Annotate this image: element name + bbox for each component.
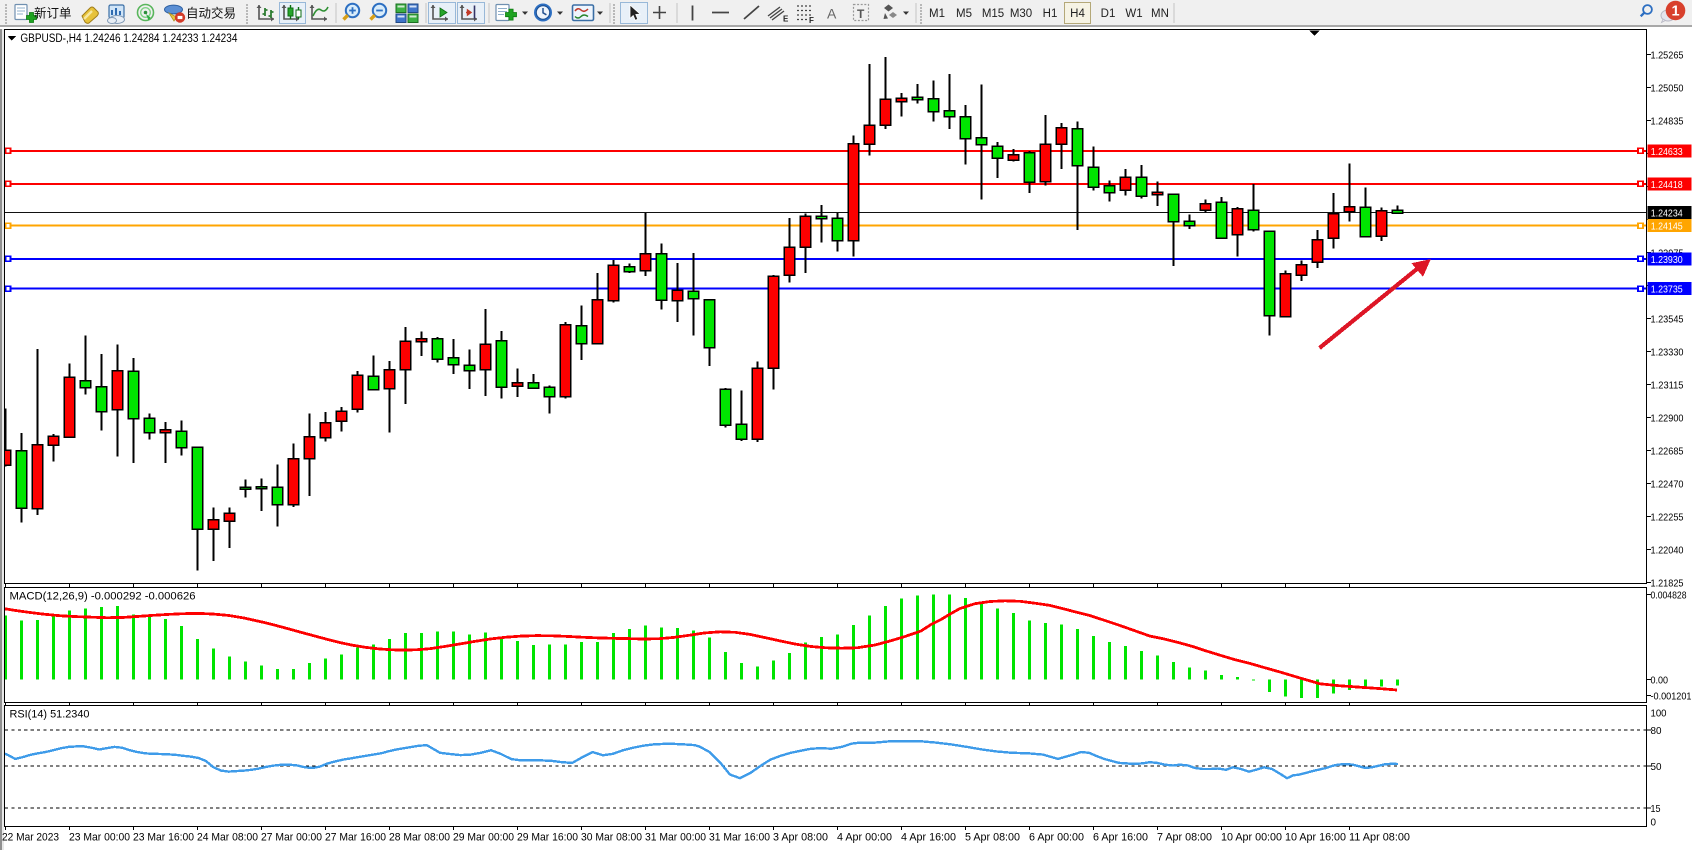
svg-text:4 Apr 00:00: 4 Apr 00:00 (837, 832, 892, 844)
svg-text:10 Apr 00:00: 10 Apr 00:00 (1221, 832, 1282, 844)
svg-text:10 Apr 16:00: 10 Apr 16:00 (1285, 832, 1346, 844)
svg-text:M1: M1 (929, 8, 945, 20)
svg-text:1.24633: 1.24633 (1651, 146, 1683, 158)
svg-text:1.24145: 1.24145 (1651, 221, 1683, 233)
svg-text:1.22685: 1.22685 (1651, 445, 1684, 457)
svg-text:24 Mar 08:00: 24 Mar 08:00 (197, 832, 258, 844)
svg-text:100: 100 (1651, 707, 1667, 719)
svg-text:1.25050: 1.25050 (1651, 82, 1684, 94)
svg-text:6 Apr 16:00: 6 Apr 16:00 (1093, 832, 1148, 844)
svg-text:7 Apr 08:00: 7 Apr 08:00 (1157, 832, 1212, 844)
svg-text:30 Mar 08:00: 30 Mar 08:00 (581, 832, 642, 844)
svg-text:M5: M5 (956, 8, 972, 20)
svg-text:3 Apr 08:00: 3 Apr 08:00 (773, 832, 828, 844)
svg-text:28 Mar 08:00: 28 Mar 08:00 (389, 832, 450, 844)
svg-text:23 Mar 00:00: 23 Mar 00:00 (69, 832, 130, 844)
svg-text:1.23330: 1.23330 (1651, 346, 1684, 358)
svg-text:15: 15 (1651, 803, 1661, 815)
svg-text:1.23930: 1.23930 (1651, 254, 1683, 266)
svg-text:6 Apr 00:00: 6 Apr 00:00 (1029, 832, 1084, 844)
svg-text:50: 50 (1651, 761, 1662, 773)
svg-text:27 Mar 16:00: 27 Mar 16:00 (325, 832, 386, 844)
svg-text:1.22255: 1.22255 (1651, 511, 1684, 523)
svg-text:1.21825: 1.21825 (1651, 577, 1684, 589)
svg-text:23 Mar 16:00: 23 Mar 16:00 (133, 832, 194, 844)
svg-text:-0.001201: -0.001201 (1651, 690, 1692, 702)
svg-text:D1: D1 (1101, 8, 1116, 20)
svg-text:1.22040: 1.22040 (1651, 544, 1684, 556)
svg-text:H1: H1 (1043, 8, 1058, 20)
svg-text:22 Mar 2023: 22 Mar 2023 (2, 832, 59, 844)
svg-text:MACD(12,26,9) -0.000292 -0.000: MACD(12,26,9) -0.000292 -0.000626 (10, 591, 196, 603)
svg-text:27 Mar 00:00: 27 Mar 00:00 (261, 832, 322, 844)
svg-text:M30: M30 (1010, 8, 1032, 20)
svg-text:80: 80 (1651, 725, 1662, 737)
svg-text:1.22900: 1.22900 (1651, 412, 1684, 424)
svg-text:1.22470: 1.22470 (1651, 478, 1684, 490)
svg-text:MN: MN (1151, 8, 1169, 20)
svg-text:1.23735: 1.23735 (1651, 284, 1683, 296)
svg-text:0: 0 (1651, 817, 1657, 829)
svg-text:1.24418: 1.24418 (1651, 179, 1683, 191)
svg-text:1.25265: 1.25265 (1651, 49, 1684, 61)
svg-text:0.004828: 0.004828 (1651, 590, 1687, 602)
svg-text:31 Mar 00:00: 31 Mar 00:00 (645, 832, 706, 844)
svg-text:F: F (809, 16, 814, 25)
svg-text:4 Apr 16:00: 4 Apr 16:00 (901, 832, 956, 844)
svg-text:H4: H4 (1070, 8, 1085, 20)
svg-text:29 Mar 16:00: 29 Mar 16:00 (517, 832, 578, 844)
svg-text:1.24835: 1.24835 (1651, 115, 1684, 127)
svg-text:5 Apr 08:00: 5 Apr 08:00 (965, 832, 1020, 844)
svg-text:1.24234: 1.24234 (1651, 208, 1683, 220)
svg-text:1.23545: 1.23545 (1651, 313, 1684, 325)
svg-text:RSI(14) 51.2340: RSI(14) 51.2340 (10, 709, 90, 721)
svg-text:29 Mar 00:00: 29 Mar 00:00 (453, 832, 514, 844)
svg-text:1.23115: 1.23115 (1651, 379, 1684, 391)
svg-text:W1: W1 (1125, 8, 1142, 20)
svg-text:0.00: 0.00 (1651, 674, 1669, 686)
svg-text:自动交易: 自动交易 (186, 6, 236, 21)
svg-text:M15: M15 (982, 8, 1004, 20)
svg-text:E: E (783, 15, 789, 24)
svg-text:T: T (857, 7, 865, 21)
svg-text:31 Mar 16:00: 31 Mar 16:00 (709, 832, 770, 844)
svg-text:GBPUSD-,H4 1.24246 1.24284 1.: GBPUSD-,H4 1.24246 1.24284 1.24233 1.242… (20, 33, 238, 45)
svg-text:1: 1 (1671, 4, 1679, 20)
svg-text:11 Apr 08:00: 11 Apr 08:00 (1349, 832, 1410, 844)
svg-text:A: A (827, 6, 837, 22)
svg-text:新订单: 新订单 (34, 6, 72, 21)
